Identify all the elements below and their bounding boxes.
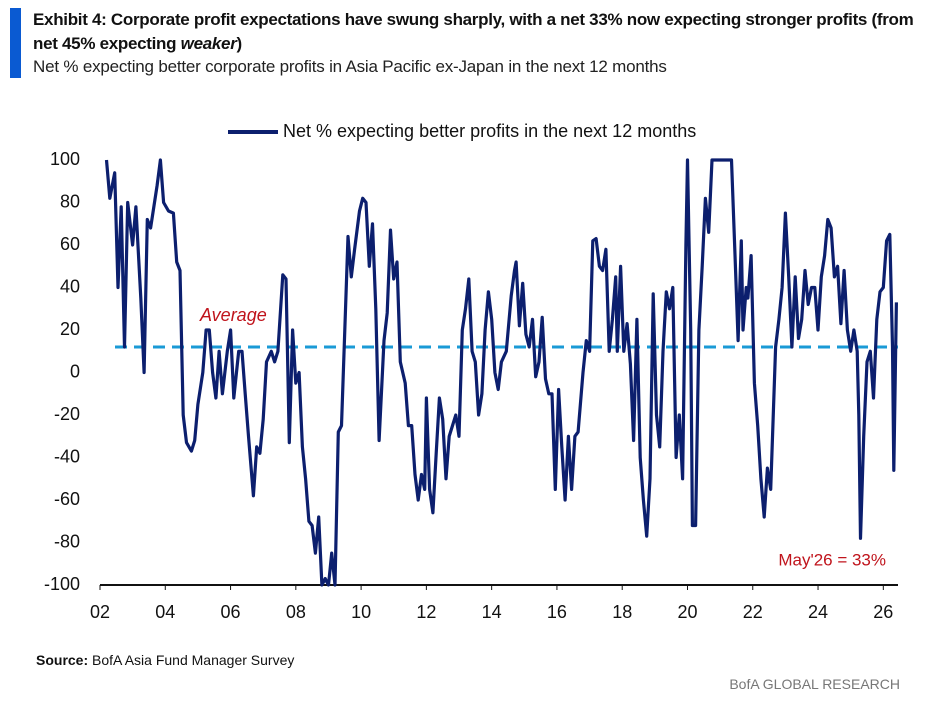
- average-label: Average: [199, 305, 267, 325]
- annotation: May'26 = 33%: [778, 550, 886, 569]
- x-tick-label: 06: [221, 602, 241, 622]
- legend-label: Net % expecting better profits in the ne…: [283, 121, 696, 141]
- y-tick-label: 80: [60, 191, 80, 211]
- brand: BofA GLOBAL RESEARCH: [729, 676, 900, 692]
- source: BofA Asia Fund Manager Survey: [92, 652, 295, 668]
- y-tick-label: 40: [60, 276, 80, 296]
- y-tick-label: 20: [60, 319, 80, 339]
- chart-subtitle: Net % expecting better corporate profits…: [33, 57, 667, 76]
- y-tick-label: -60: [54, 489, 80, 509]
- x-tick-label: 24: [808, 602, 828, 622]
- y-tick-label: 0: [70, 361, 80, 381]
- title-text: ): [236, 34, 243, 53]
- y-tick-label: 60: [60, 234, 80, 254]
- y-tick-label: -40: [54, 446, 80, 466]
- x-tick-label: 04: [155, 602, 175, 622]
- title-text: Exhibit 4: Corporate profit expectations…: [33, 10, 914, 53]
- x-tick-label: 10: [351, 602, 371, 622]
- y-tick-label: -20: [54, 404, 80, 424]
- title-emphasis: weaker: [180, 34, 237, 53]
- footnote: Source: BofA Asia Fund Manager Survey: [36, 652, 294, 668]
- x-tick-label: 20: [677, 602, 697, 622]
- x-tick-label: 26: [873, 602, 893, 622]
- x-tick-label: 08: [286, 602, 306, 622]
- x-tick-label: 02: [90, 602, 110, 622]
- x-tick-label: 16: [547, 602, 567, 622]
- chart-title: Exhibit 4: Corporate profit expectations…: [33, 8, 926, 56]
- y-tick-label: -80: [54, 531, 80, 551]
- x-tick-label: 18: [612, 602, 632, 622]
- y-tick-label: -100: [44, 574, 80, 594]
- header: Exhibit 4: Corporate profit expectations…: [10, 8, 926, 78]
- x-tick-label: 14: [482, 602, 502, 622]
- y-tick-label: 100: [50, 149, 80, 169]
- x-tick-label: 22: [743, 602, 763, 622]
- line-series: [104, 158, 898, 587]
- x-tick-label: 12: [416, 602, 436, 622]
- source-label: Source:: [36, 652, 89, 668]
